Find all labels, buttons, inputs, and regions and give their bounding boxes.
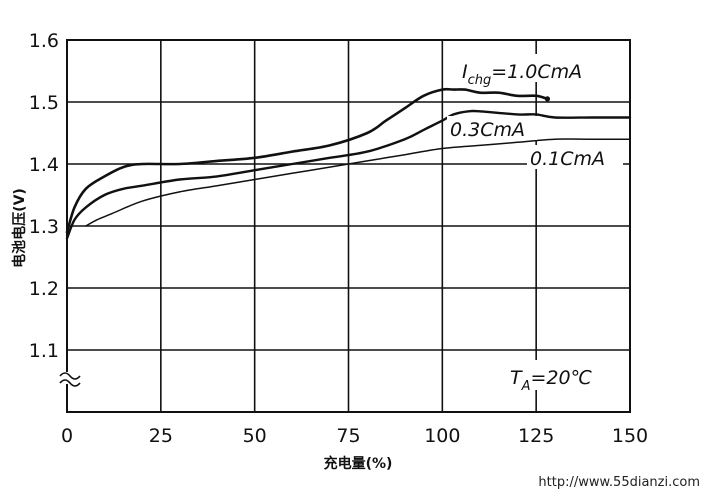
- plot-frame: [66, 39, 631, 413]
- label-0-3-cma: 0.3CmA: [447, 116, 537, 141]
- temp-suffix: =20℃: [531, 367, 593, 389]
- y-tick-label: 1.6: [29, 30, 59, 52]
- series-1-0-cma-line: [65, 87, 549, 234]
- x-tick-label: 25: [149, 425, 173, 447]
- watermark: http://www.55dianzi.com: [538, 475, 700, 490]
- svg-text:TA=20℃: TA=20℃: [510, 367, 593, 394]
- y-axis-label: 电池电压(V): [11, 188, 28, 268]
- x-tick-label: 75: [336, 425, 360, 447]
- x-tick-label: 100: [424, 425, 460, 447]
- axis-break-mark: [58, 372, 81, 387]
- x-tick-label: 150: [612, 425, 648, 447]
- x-tick-label: 0: [61, 425, 73, 447]
- label-1-0-sub: chg: [468, 73, 492, 88]
- label-1-0-cma: Ichg=1.0CmA: [448, 54, 608, 88]
- label-1-0-prefix: I: [462, 61, 468, 83]
- x-tick-label: 50: [243, 425, 267, 447]
- series-0-1-cma-line: [85, 138, 631, 227]
- temp-sub: A: [521, 379, 531, 394]
- y-tick-label: 1.2: [29, 278, 59, 300]
- label-1-0-suffix: =1.0CmA: [491, 61, 582, 83]
- temperature-label: TA=20℃: [505, 360, 615, 394]
- y-tick-label: 1.4: [29, 154, 59, 176]
- plot-border: [66, 39, 631, 413]
- y-tick-label: 1.5: [29, 92, 59, 114]
- x-axis-label: 充电量(%): [324, 455, 393, 472]
- grid-layer: [67, 40, 630, 412]
- svg-text:Ichg=1.0CmA: Ichg=1.0CmA: [462, 61, 582, 88]
- label-0-3-text: 0.3CmA: [450, 119, 525, 141]
- y-tick-label: 1.1: [29, 340, 59, 362]
- temp-prefix: T: [510, 367, 523, 389]
- y-tick-label: 1.3: [29, 216, 59, 238]
- label-0-1-cma: 0.1CmA: [527, 145, 623, 170]
- x-tick-label: 125: [518, 425, 554, 447]
- series-1-0-cma-end-point: [544, 96, 551, 102]
- curves: [65, 87, 632, 240]
- series-0-3-cma-line: [65, 109, 632, 240]
- label-0-1-text: 0.1CmA: [530, 148, 605, 170]
- tick-labels: 0 25 50 75 100 125 150 1.1 1.2 1.3 1.4 1.5 1.6: [29, 30, 648, 447]
